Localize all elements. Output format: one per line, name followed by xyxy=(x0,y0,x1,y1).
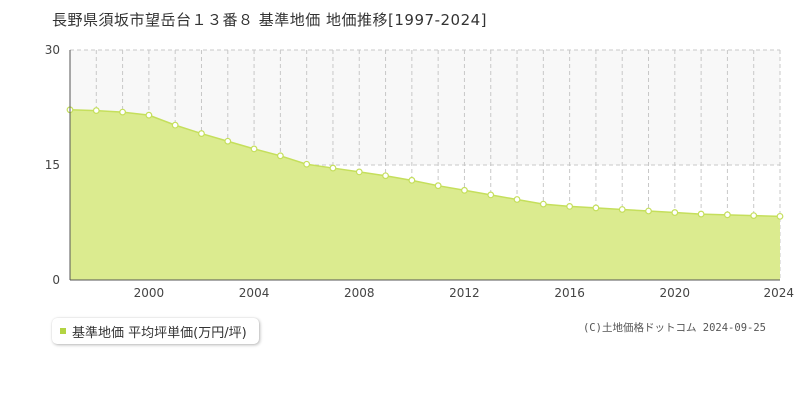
copyright-text: (C)土地価格ドットコム 2024-09-25 xyxy=(582,322,766,334)
data-point xyxy=(645,207,652,215)
x-tick-label: 2024 xyxy=(763,286,794,300)
data-point xyxy=(487,191,495,199)
data-point xyxy=(382,172,389,180)
data-markers xyxy=(66,106,784,220)
data-point xyxy=(618,206,626,213)
data-point xyxy=(566,202,574,210)
data-point xyxy=(224,137,232,145)
chart-title: 長野県須坂市望岳台１３番８ 基準地価 地価推移[1997-2024] xyxy=(52,11,488,29)
x-tick-labels: 2000 2004 2008 2012 2016 2020 2024 xyxy=(134,286,794,300)
area-fill xyxy=(70,109,780,280)
data-point xyxy=(539,200,547,208)
data-point xyxy=(671,209,679,216)
horizontal-grid xyxy=(70,49,780,166)
x-tick-label: 2004 xyxy=(239,286,270,300)
legend-swatch xyxy=(60,328,66,334)
legend: 基準地価 平均坪単価(万円/坪) xyxy=(52,318,259,344)
data-point xyxy=(145,111,153,119)
x-tick-label: 2012 xyxy=(449,286,480,300)
data-point xyxy=(461,186,468,194)
data-point xyxy=(724,211,731,219)
data-point xyxy=(250,145,258,153)
data-point xyxy=(198,130,205,137)
data-point xyxy=(697,210,705,218)
data-point xyxy=(92,107,100,114)
x-tick-label: 2008 xyxy=(344,286,375,300)
legend-label: 基準地価 平均坪単価(万円/坪) xyxy=(72,325,247,341)
data-point xyxy=(329,164,337,172)
x-tick-label: 2020 xyxy=(660,286,691,300)
data-point xyxy=(303,160,311,168)
y-tick-label: 0 xyxy=(52,273,60,287)
x-tick-label: 2000 xyxy=(134,286,165,300)
y-tick-labels: 0 15 30 xyxy=(45,43,60,287)
data-point xyxy=(119,108,126,116)
x-tick-label: 2016 xyxy=(554,286,585,300)
data-point xyxy=(171,121,179,129)
y-tick-label: 15 xyxy=(45,158,60,172)
data-point xyxy=(592,204,600,212)
data-point xyxy=(434,182,442,190)
data-point xyxy=(750,212,758,220)
y-tick-label: 30 xyxy=(45,43,60,57)
data-point xyxy=(276,152,284,160)
data-point xyxy=(776,212,784,220)
data-point xyxy=(513,196,521,203)
data-point xyxy=(408,176,416,184)
data-point xyxy=(355,168,363,176)
series-line xyxy=(69,109,781,218)
